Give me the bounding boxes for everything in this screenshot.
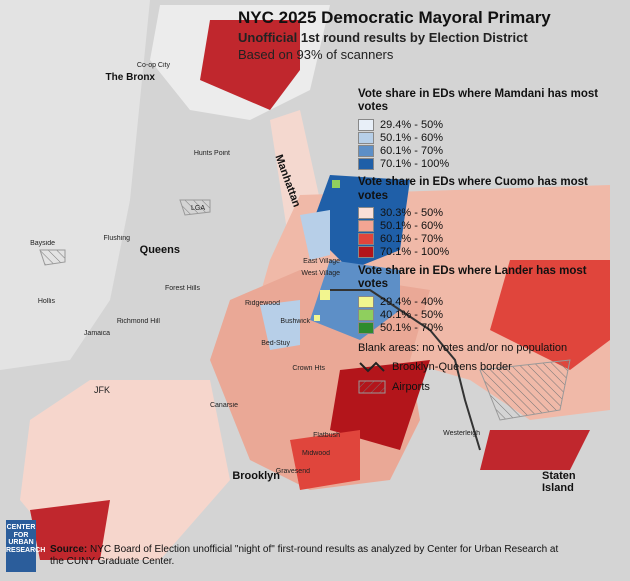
- lga-airport: [179, 199, 211, 216]
- label-canarsie: Canarsie: [209, 402, 238, 409]
- cuomo-cluster-east-bk: [330, 360, 430, 450]
- mamdani-cluster-southbk: [260, 300, 300, 350]
- brooklyn-queens-border: [330, 289, 481, 451]
- label-co-op-city: Co-op City: [136, 62, 170, 69]
- map-subtitle: Unofficial 1st round results by Election…: [238, 30, 528, 45]
- legend-lander-row: 40.1% - 50%: [358, 308, 618, 321]
- label-jamaica: Jamaica: [83, 330, 110, 337]
- label-brooklyn: Brooklyn: [232, 470, 280, 482]
- legend-swatch: [358, 144, 374, 157]
- legend-cuomo-row: 30.3% - 50%: [358, 207, 618, 220]
- legend-swatch: [358, 295, 374, 308]
- legend-cuomo-row: 70.1% - 100%: [358, 246, 618, 259]
- legend-label: 50.1% - 60%: [380, 131, 443, 144]
- map-title: NYC 2025 Democratic Mayoral Primary: [238, 8, 551, 27]
- title-block: NYC 2025 Democratic Mayoral Primary Unof…: [238, 8, 618, 62]
- label-westerleigh: Westerleigh: [443, 430, 480, 437]
- legend-border-row: Brooklyn-Queens border: [358, 360, 618, 374]
- airport-hatch-icon: [358, 380, 386, 394]
- jfk-airport: [479, 359, 571, 421]
- lander-cluster-2: [332, 180, 340, 188]
- legend-lander-row: 50.1% - 70%: [358, 321, 618, 334]
- label-ridgewood: Ridgewood: [244, 300, 280, 307]
- label-east-village: East Village: [303, 258, 340, 265]
- nj-land: [0, 0, 150, 370]
- legend-label: 70.1% - 100%: [380, 246, 450, 259]
- source-prefix: Source:: [50, 544, 88, 555]
- label-richmond-hill: Richmond Hill: [116, 318, 160, 325]
- legend-label: 50.1% - 70%: [380, 321, 443, 334]
- label-bayside: Bayside: [30, 240, 55, 247]
- label-midwood: Midwood: [301, 450, 330, 457]
- legend-mamdani-row: 70.1% - 100%: [358, 157, 618, 170]
- legend-lander-heading: Vote share in EDs where Lander has most …: [358, 264, 587, 291]
- legend-swatch: [358, 118, 374, 131]
- label-jfk: JFK: [93, 385, 110, 395]
- cuomo-cluster-se-queens: [490, 260, 610, 370]
- legend-swatch: [358, 207, 374, 220]
- cuomo-cluster-bronx: [200, 20, 300, 110]
- legend-mamdani-row: 50.1% - 60%: [358, 131, 618, 144]
- label-bushwick: Bushwick: [280, 318, 310, 325]
- border-line-icon: [359, 361, 385, 373]
- legend-mamdani-row: 29.4% - 50%: [358, 118, 618, 131]
- legend-airports-row: Airports: [358, 380, 618, 394]
- label-staten-island: Staten Island: [542, 470, 576, 494]
- label-lga: LGA: [190, 205, 205, 212]
- label-bed-stuy: Bed-Stuy: [261, 340, 290, 347]
- mamdani-cluster-manhattan: [300, 210, 330, 260]
- legend-swatch: [358, 308, 374, 321]
- label-gravesend: Gravesend: [275, 468, 310, 475]
- legend-airports-label: Airports: [392, 381, 430, 394]
- legend-label: 29.4% - 40%: [380, 295, 443, 308]
- label-hunts-point: Hunts Point: [193, 150, 230, 157]
- legend-label: 60.1% - 70%: [380, 233, 443, 246]
- legend-border-label: Brooklyn-Queens border: [392, 361, 512, 374]
- lander-cluster-1: [320, 290, 330, 300]
- source-note: Source: NYC Board of Election unofficial…: [50, 544, 570, 568]
- source-text: NYC Board of Election unofficial "night …: [50, 544, 559, 567]
- legend-cuomo-row: 60.1% - 70%: [358, 233, 618, 246]
- label-forest-hills: Forest Hills: [164, 285, 200, 292]
- label-west-village: West Village: [301, 270, 340, 277]
- legend-label: 40.1% - 50%: [380, 308, 443, 321]
- label-crown-hts: Crown Hts: [292, 365, 325, 372]
- cuomo-cluster-south-si: [30, 500, 110, 560]
- legend-swatch: [358, 157, 374, 170]
- mamdani-cluster-brooklyn-north: [310, 260, 400, 340]
- legend-swatch: [358, 131, 374, 144]
- legend-swatch: [358, 220, 374, 233]
- legend-label: 29.4% - 50%: [380, 118, 443, 131]
- lander-cluster-3: [314, 315, 320, 321]
- cur-logo: CENTER FOR URBAN RESEARCH: [6, 520, 45, 572]
- legend-swatch: [358, 246, 374, 259]
- label-queens: Queens: [139, 244, 180, 256]
- legend-label: 50.1% - 60%: [380, 220, 443, 233]
- legend-swatch: [358, 233, 374, 246]
- cuomo-cluster-rockaway: [480, 430, 590, 470]
- nwk-airport: [39, 249, 66, 266]
- label-hollis: Hollis: [37, 298, 55, 305]
- legend-label: 70.1% - 100%: [380, 157, 450, 170]
- legend-mamdani-row: 60.1% - 70%: [358, 144, 618, 157]
- legend-label: 60.1% - 70%: [380, 144, 443, 157]
- legend-lander-row: 29.4% - 40%: [358, 295, 618, 308]
- label-bronx: The Bronx: [105, 72, 155, 83]
- legend-cuomo-row: 50.1% - 60%: [358, 220, 618, 233]
- label-flatbush: Flatbush: [313, 432, 340, 439]
- legend-label: 30.3% - 50%: [380, 207, 443, 220]
- map-subtitle-2: Based on 93% of scanners: [238, 47, 394, 62]
- legend: Vote share in EDs where Mamdani has most…: [358, 82, 618, 394]
- label-flushing: Flushing: [103, 235, 130, 242]
- cuomo-cluster-bk-south: [290, 430, 360, 490]
- legend-blank-note: Blank areas: no votes and/or no populati…: [358, 342, 568, 355]
- legend-mamdani-heading: Vote share in EDs where Mamdani has most…: [358, 88, 599, 114]
- legend-swatch: [358, 321, 374, 334]
- legend-cuomo-heading: Vote share in EDs where Cuomo has most v…: [358, 176, 588, 202]
